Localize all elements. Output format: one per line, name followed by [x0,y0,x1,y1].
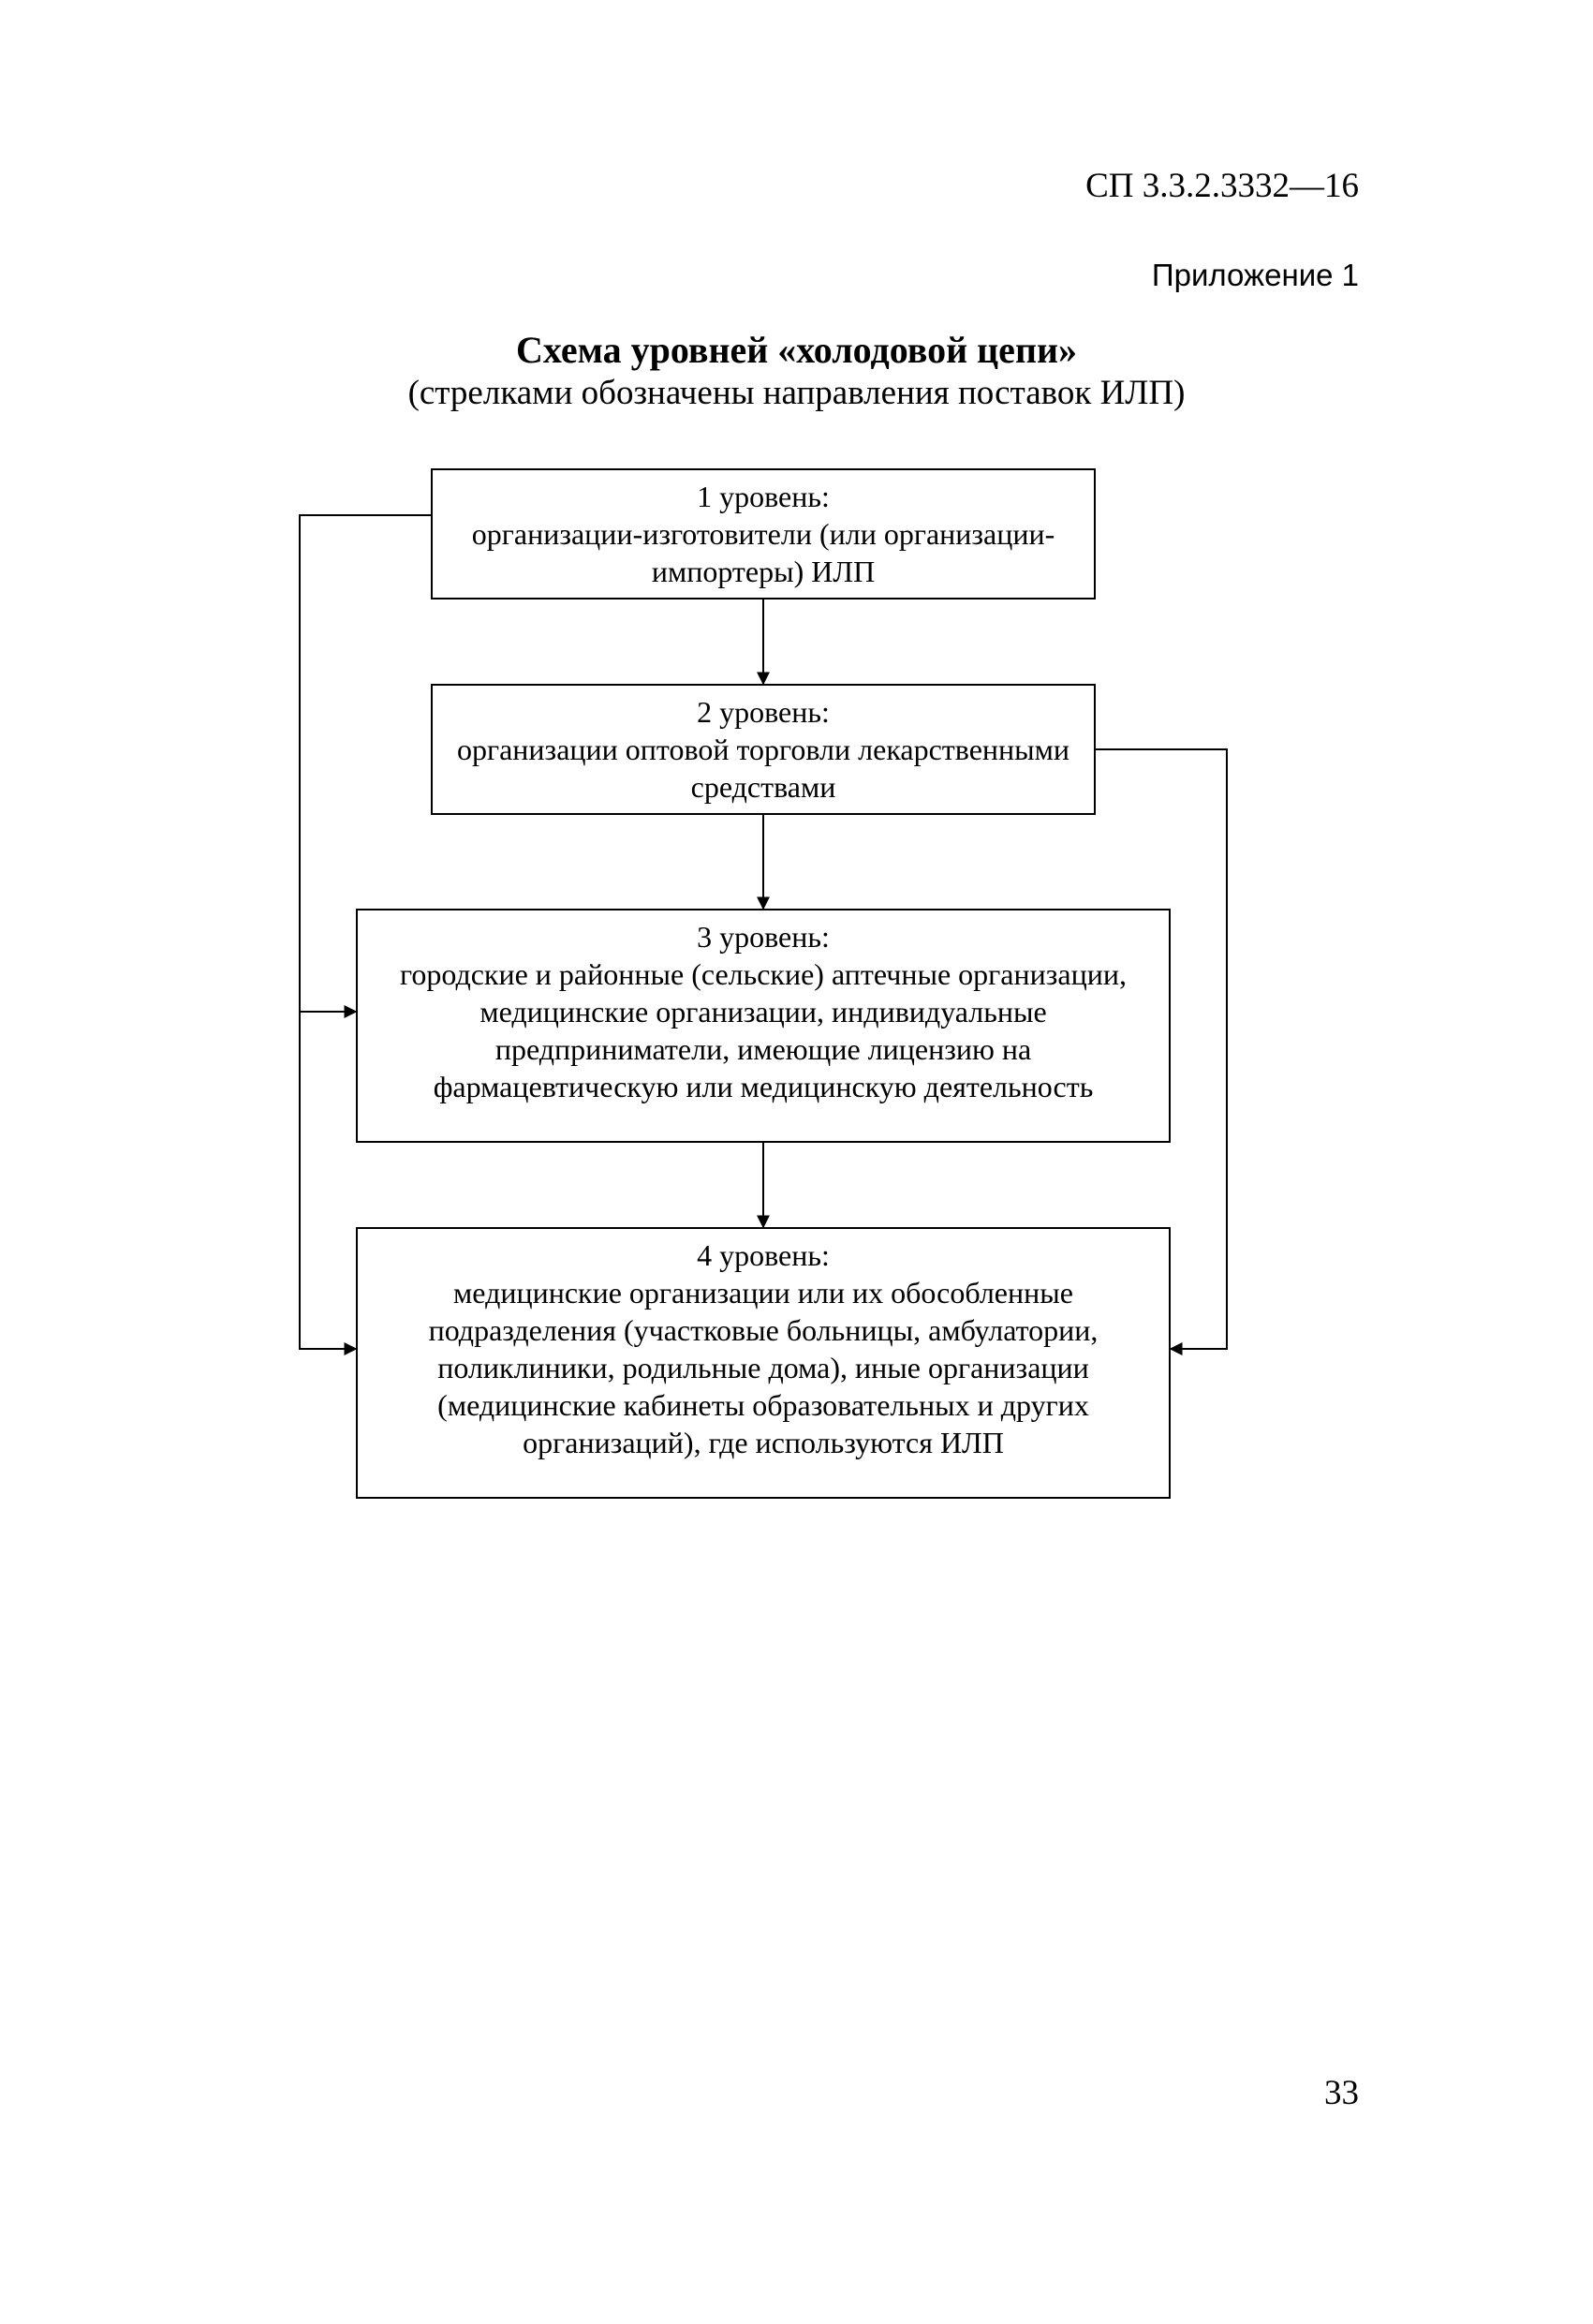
node-title: 4 уровень: [369,1236,1158,1274]
node-body: организации-изготовители (или организаци… [444,515,1083,590]
flowchart-node-n3: 3 уровень:городские и районные (сельские… [356,909,1171,1143]
flowchart-node-n1: 1 уровень:организации-изготовители (или … [431,468,1096,600]
node-body: медицинские организации или их обособлен… [369,1274,1158,1461]
node-title: 3 уровень: [369,918,1158,955]
document-code: СП 3.3.2.3332—16 [1085,166,1359,206]
diagram-title: Схема уровней «холодовой цепи» [0,328,1593,372]
edge-e-1-4-left [300,1012,356,1349]
node-title: 2 уровень: [444,693,1083,731]
flowchart-node-n2: 2 уровень:организации оптовой торговли л… [431,684,1096,815]
page: СП 3.3.2.3332—16 Приложение 1 Схема уров… [0,0,1593,2324]
diagram-subtitle: (стрелками обозначены направления постав… [0,373,1593,413]
appendix-label: Приложение 1 [1152,258,1359,293]
page-number: 33 [1324,2073,1359,2113]
node-body: городские и районные (сельские) аптечные… [369,955,1158,1105]
node-body: организации оптовой торговли лекарственн… [444,731,1083,806]
flowchart-node-n4: 4 уровень:медицинские организации или их… [356,1227,1171,1499]
node-title: 1 уровень: [444,478,1083,515]
cold-chain-diagram: 1 уровень:организации-изготовители (или … [187,450,1405,1667]
